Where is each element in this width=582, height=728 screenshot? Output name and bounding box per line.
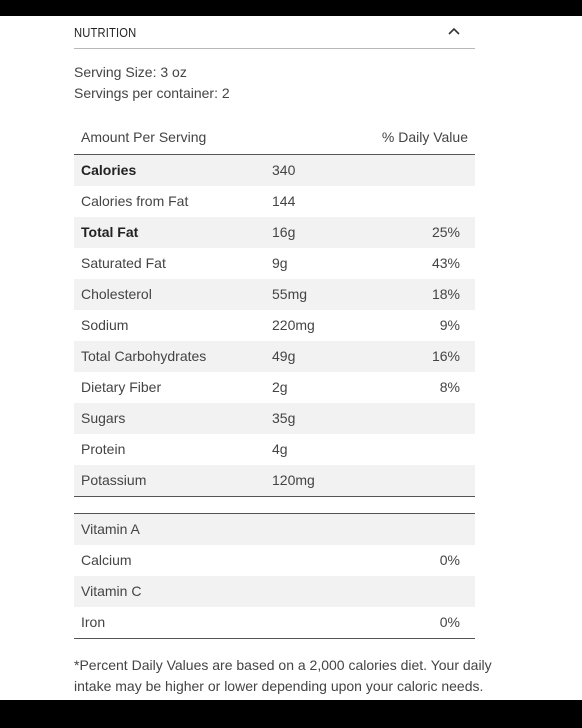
vitamin-dv: 0% (439, 614, 460, 630)
table-row: Calories from Fat 144 (74, 186, 475, 217)
nutrient-name: Calories (81, 162, 137, 178)
daily-value-footnote: *Percent Daily Values are based on a 2,0… (74, 657, 492, 694)
nutrient-amount: 55mg (272, 286, 308, 302)
section-title: NUTRITION (74, 25, 137, 40)
nutrient-dv: 9% (439, 317, 460, 333)
vitamin-name: Iron (81, 614, 106, 630)
nutrient-dv: 25% (431, 224, 460, 240)
amount-per-serving-label: Amount Per Serving (81, 129, 207, 145)
table-row: Cholesterol 55mg 18% (74, 279, 475, 310)
nutrient-dv: 8% (439, 379, 460, 395)
vitamin-name: Vitamin A (81, 521, 140, 537)
table-row: Total Carbohydrates 49g 16% (74, 341, 475, 372)
nutrient-name: Calories from Fat (81, 193, 189, 209)
vitamin-dv: 0% (439, 552, 460, 568)
table-row: Calories 340 (74, 155, 475, 186)
table-header: Amount Per Serving % Daily Value (74, 121, 475, 154)
nutrition-panel: NUTRITION Serving Size: 3 oz Servings pe… (0, 16, 582, 700)
nutrient-amount: 4g (272, 441, 288, 457)
nutrient-amount: 35g (272, 410, 296, 426)
nutrient-name: Total Fat (81, 224, 139, 240)
serving-size: Serving Size: 3 oz (74, 64, 187, 80)
chevron-up-icon[interactable] (447, 24, 461, 38)
nutrient-name: Sodium (81, 317, 129, 333)
nutrient-name: Cholesterol (81, 286, 152, 302)
table-row: Calcium 0% (74, 545, 475, 576)
table-row: Iron 0% (74, 607, 475, 638)
table-row: Total Fat 16g 25% (74, 217, 475, 248)
nutrient-name: Total Carbohydrates (81, 348, 207, 364)
nutrient-name: Potassium (81, 472, 147, 488)
nutrient-amount: 49g (272, 348, 296, 364)
nutrient-amount: 144 (272, 193, 296, 209)
servings-per-container: Servings per container: 2 (74, 85, 230, 101)
table-row: Saturated Fat 9g 43% (74, 248, 475, 279)
vitamin-table: Vitamin A Calcium 0% Vitamin C Iron 0% (74, 513, 475, 638)
daily-value-label: % Daily Value (381, 129, 468, 145)
table-row: Protein 4g (74, 434, 475, 465)
nutrient-name: Saturated Fat (81, 255, 166, 271)
nutrition-content: NUTRITION Serving Size: 3 oz Servings pe… (74, 16, 492, 697)
nutrient-amount: 340 (272, 162, 296, 178)
table-row: Sodium 220mg 9% (74, 310, 475, 341)
nutrient-amount: 9g (272, 255, 288, 271)
nutrient-amount: 2g (272, 379, 288, 395)
vitamin-name: Calcium (81, 552, 132, 568)
serving-info: Serving Size: 3 oz Servings per containe… (74, 62, 475, 104)
table-divider (74, 496, 475, 497)
table-bottom-rule (74, 638, 475, 639)
nutrient-dv: 16% (431, 348, 460, 364)
nutrient-amount: 16g (272, 224, 296, 240)
nutrient-name: Protein (81, 441, 126, 457)
nutrient-name: Sugars (81, 410, 126, 426)
nutrient-dv: 43% (431, 255, 460, 271)
nutrient-dv: 18% (431, 286, 460, 302)
vitamin-name: Vitamin C (81, 583, 142, 599)
table-row: Vitamin A (74, 514, 475, 545)
table-row: Potassium 120mg (74, 465, 475, 496)
nutrient-amount: 120mg (272, 472, 315, 488)
nutrition-header[interactable]: NUTRITION (74, 16, 475, 49)
table-row: Sugars 35g (74, 403, 475, 434)
nutrient-name: Dietary Fiber (81, 379, 162, 395)
nutrient-amount: 220mg (272, 317, 315, 333)
nutrient-table: Calories 340 Calories from Fat 144 Total… (74, 154, 475, 496)
table-row: Vitamin C (74, 576, 475, 607)
table-gap (74, 497, 475, 513)
table-row: Dietary Fiber 2g 8% (74, 372, 475, 403)
